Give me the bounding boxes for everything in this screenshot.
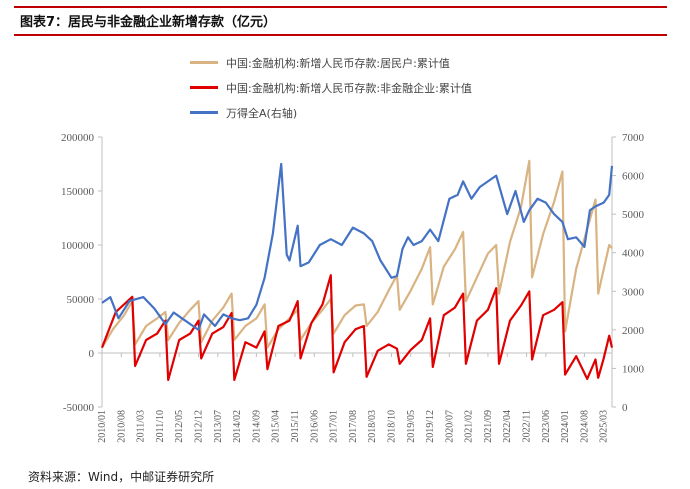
x-tick-label: 2017/08 [348, 410, 359, 443]
x-tick-label: 2012/05 [174, 410, 185, 443]
x-tick-label: 2010/01 [97, 410, 108, 443]
x-tick-label: 2010/08 [116, 410, 127, 443]
x-tick-label: 2018/10 [386, 410, 397, 443]
x-tick-label: 2023/06 [541, 410, 552, 443]
y-left-tick-label: 100000 [61, 240, 95, 252]
x-tick-label: 2022/11 [522, 410, 533, 442]
y-left-tick-label: 150000 [61, 186, 95, 198]
y-right-tick-label: 7000 [622, 132, 645, 144]
x-tick-label: 2016/06 [309, 410, 320, 443]
y-right-tick-label: 4000 [622, 248, 645, 260]
legend-item-index: 万得全A(右轴) [190, 100, 472, 125]
x-tick-label: 2021/02 [464, 410, 475, 443]
x-tick-label: 2024/01 [560, 410, 571, 443]
source-note: 资料来源：Wind，中邮证券研究所 [28, 470, 215, 484]
x-tick-label: 2019/12 [425, 410, 436, 443]
wind-a-index-line [101, 162, 614, 331]
x-tick-label: 2018/03 [367, 410, 378, 443]
legend-item-household: 中国:金融机构:新增人民币存款:居民户:累计值 [190, 50, 472, 75]
x-tick-label: 2025/03 [599, 410, 610, 443]
x-tick-label: 2011/03 [136, 410, 147, 442]
x-tick-label: 2015/11 [290, 410, 301, 442]
x-tick-label: 2017/01 [329, 410, 340, 443]
y-left-tick-label: 50000 [67, 294, 95, 306]
x-tick-label: 2020/07 [444, 410, 455, 443]
x-tick-label: 2021/09 [483, 410, 494, 443]
legend-label-index: 万得全A(右轴) [226, 106, 298, 120]
y-left-tick-label: -50000 [63, 402, 95, 414]
y-right-tick-label: 2000 [622, 325, 645, 337]
legend-item-enterprise: 中国:金融机构:新增人民币存款:非金融企业:累计值 [190, 75, 472, 100]
household-deposits-line [101, 159, 613, 349]
y-right-tick-label: 5000 [622, 209, 645, 221]
x-tick-label: 2015/04 [271, 410, 282, 443]
x-tick-label: 2014/02 [232, 410, 243, 443]
x-tick-label: 2012/12 [193, 410, 204, 443]
y-right-tick-label: 3000 [622, 286, 645, 298]
legend-label-household: 中国:金融机构:新增人民币存款:居民户:累计值 [226, 56, 450, 70]
figure-title: 图表7：居民与非金融企业新增存款（亿元） [20, 15, 277, 30]
x-tick-label: 2014/09 [251, 410, 262, 443]
legend-swatch-enterprise [190, 86, 218, 89]
x-tick-label: 2013/07 [213, 410, 224, 443]
legend-swatch-index [190, 111, 218, 114]
chart-legend: 中国:金融机构:新增人民币存款:居民户:累计值 中国:金融机构:新增人民币存款:… [190, 50, 472, 125]
y-left-tick-label: 200000 [61, 132, 95, 144]
y-right-tick-label: 1000 [622, 363, 645, 375]
y-left-tick-label: 0 [89, 348, 95, 360]
x-tick-label: 2024/08 [579, 410, 590, 443]
y-right-tick-label: 6000 [622, 171, 645, 183]
enterprise-deposits-line [100, 274, 614, 382]
x-tick-label: 2011/10 [155, 410, 166, 442]
x-tick-label: 2019/05 [406, 410, 417, 443]
x-tick-label: 2022/04 [502, 410, 513, 443]
figure-title-bar: 图表7：居民与非金融企业新增存款（亿元） [14, 6, 667, 36]
legend-swatch-household [190, 61, 218, 64]
y-right-tick-label: 0 [622, 402, 628, 414]
legend-label-enterprise: 中国:金融机构:新增人民币存款:非金融企业:累计值 [226, 81, 472, 95]
